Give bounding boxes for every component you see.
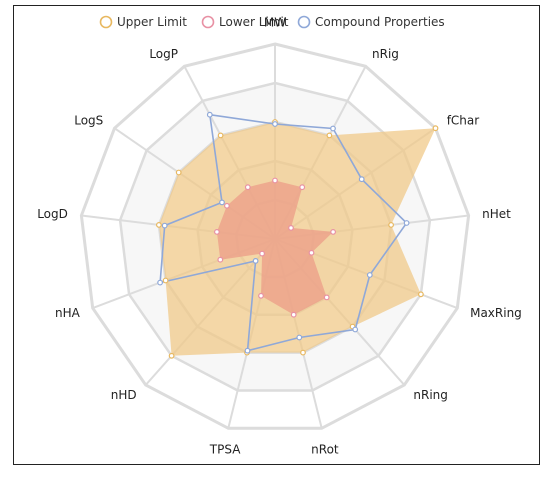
axis-label-nhd: nHD bbox=[111, 388, 137, 402]
lower-limit-point[interactable] bbox=[323, 294, 330, 301]
upper-limit-point[interactable] bbox=[432, 125, 439, 132]
compound-properties-point[interactable] bbox=[403, 220, 410, 226]
axis-labels: MW nRig fChar nHet MaxRing nRing nRot TPSA nHD nH… bbox=[37, 15, 522, 456]
axis-label-nhet: nHet bbox=[482, 207, 511, 221]
legend-marker bbox=[201, 15, 215, 29]
legend-marker bbox=[297, 15, 311, 29]
legend: Upper Limit Lower Limit Compound Propertie… bbox=[99, 15, 445, 29]
axis-label-nrot: nRot bbox=[311, 443, 339, 457]
axis-label-maxring: MaxRing bbox=[470, 306, 522, 320]
lower-limit-point[interactable] bbox=[244, 184, 251, 191]
compound-properties-point[interactable] bbox=[358, 176, 365, 183]
legend-label: Compound Properties bbox=[315, 15, 445, 29]
compound-properties-point[interactable] bbox=[244, 347, 251, 354]
axis-label-logp: LogP bbox=[149, 47, 178, 61]
compound-properties-point[interactable] bbox=[330, 125, 336, 132]
upper-limit-point[interactable] bbox=[326, 132, 333, 139]
chart-frame: Upper Limit Lower Limit Compound Propertie… bbox=[13, 5, 540, 465]
compound-properties-point[interactable] bbox=[366, 272, 373, 278]
axis-label-nring: nRing bbox=[413, 388, 448, 402]
lower-limit-point[interactable] bbox=[213, 228, 220, 235]
compound-properties-point[interactable] bbox=[352, 326, 359, 333]
lower-limit-point[interactable] bbox=[290, 311, 297, 318]
compound-properties-point[interactable] bbox=[272, 121, 278, 127]
lower-limit-point[interactable] bbox=[272, 177, 278, 184]
compound-properties-point[interactable] bbox=[252, 257, 259, 264]
lower-limit-area bbox=[216, 180, 334, 315]
axis-label-logs: LogS bbox=[74, 114, 103, 128]
upper-limit-point[interactable] bbox=[175, 169, 182, 176]
legend-label: Upper Limit bbox=[117, 15, 187, 29]
axis-label-mw: MW bbox=[264, 15, 286, 29]
axis-label-nha: nHA bbox=[55, 306, 81, 320]
compound-properties-line bbox=[159, 113, 408, 352]
upper-limit-point[interactable] bbox=[217, 132, 224, 139]
axis-label-tpsa: TPSA bbox=[209, 443, 241, 457]
lower-limit-point[interactable] bbox=[217, 256, 224, 263]
legend-item[interactable]: Compound Properties bbox=[297, 15, 445, 29]
axis-label-fchar: fChar bbox=[447, 114, 480, 128]
radar-chart: Upper Limit Lower Limit Compound Propertie… bbox=[37, 15, 522, 457]
series-lines bbox=[159, 113, 408, 352]
compound-properties-point[interactable] bbox=[296, 334, 303, 341]
legend-marker bbox=[99, 15, 113, 29]
legend-item[interactable]: Lower Limit bbox=[201, 15, 289, 29]
lower-limit-point[interactable] bbox=[308, 249, 315, 256]
axis-label-logd: LogD bbox=[37, 207, 68, 221]
upper-limit-point[interactable] bbox=[155, 221, 162, 228]
compound-properties-point[interactable] bbox=[206, 111, 213, 118]
legend-label: Lower Limit bbox=[219, 15, 289, 29]
upper-limit-point[interactable] bbox=[162, 277, 169, 284]
axis-label-nrig: nRig bbox=[372, 47, 399, 61]
legend-item[interactable]: Upper Limit bbox=[99, 15, 188, 29]
lower-limit-point[interactable] bbox=[330, 228, 337, 235]
series-points bbox=[155, 111, 439, 359]
upper-limit-point[interactable] bbox=[168, 352, 175, 359]
lower-limit-point[interactable] bbox=[258, 292, 264, 299]
lower-limit-point[interactable] bbox=[299, 184, 306, 191]
lower-limit-point[interactable] bbox=[223, 202, 230, 209]
compound-properties-point[interactable] bbox=[161, 222, 168, 229]
upper-limit-point[interactable] bbox=[388, 221, 395, 228]
lower-limit-point[interactable] bbox=[288, 224, 294, 231]
upper-limit-point[interactable] bbox=[300, 349, 306, 356]
lower-limit-point[interactable] bbox=[259, 250, 266, 257]
series-areas bbox=[158, 122, 436, 356]
compound-properties-point[interactable] bbox=[157, 279, 164, 286]
upper-limit-point[interactable] bbox=[418, 291, 424, 298]
compound-properties-point[interactable] bbox=[219, 199, 225, 206]
